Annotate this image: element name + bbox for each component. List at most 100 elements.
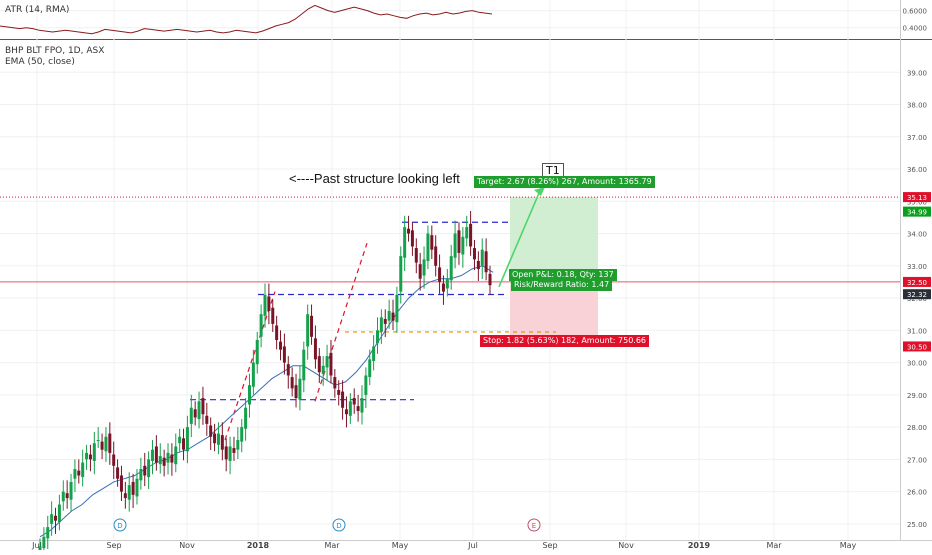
candle-body (104, 436, 108, 452)
candle-body (364, 375, 368, 395)
time-label: 2019 (688, 541, 711, 550)
price-tag (903, 341, 931, 352)
price-tag (903, 276, 931, 287)
candle-body (143, 465, 147, 476)
candle-body (472, 248, 476, 260)
candle-body (376, 330, 379, 344)
candle-body (259, 314, 263, 337)
candle-body (403, 227, 407, 258)
candle-body (434, 246, 438, 266)
candle-body (469, 223, 473, 247)
candle-body (151, 449, 154, 461)
candle-body (112, 454, 116, 466)
symbol-title: BHP BLT FPO, 1D, ASX (5, 46, 105, 56)
candle-body (119, 475, 123, 492)
candle-body (174, 446, 178, 465)
candle-body (127, 485, 131, 500)
candle-body (465, 227, 469, 239)
candle-body (154, 446, 158, 463)
price-tick-label: 31.00 (907, 327, 927, 335)
candle-body (158, 456, 162, 465)
atr-line (0, 4, 493, 35)
price-tag (903, 192, 931, 203)
trendline-1 (224, 291, 276, 441)
candle-body (271, 307, 275, 324)
candle-body (220, 435, 224, 450)
candle-body (244, 407, 248, 429)
candle-body (170, 454, 174, 463)
candle-body (306, 314, 310, 347)
candle-body (123, 493, 127, 499)
price-tick-label: 37.00 (907, 134, 927, 142)
candle-body (395, 294, 399, 323)
candle-body (275, 325, 279, 340)
time-label: Mar (766, 541, 782, 550)
candle-body (282, 346, 286, 363)
atr-tick-label: 0.6000 (903, 8, 928, 16)
atr-tick-label: 0.4000 (903, 25, 928, 33)
candle-body (286, 364, 290, 376)
time-label: Mar (324, 541, 340, 550)
event-marker-text: E (532, 522, 536, 530)
event-marker-text: D (336, 522, 341, 530)
candle-body (189, 407, 193, 424)
candle-body (209, 425, 213, 437)
candle-body (96, 440, 100, 441)
candle-body (337, 390, 341, 395)
candle-body (236, 440, 240, 450)
candle-body (205, 415, 209, 424)
event-marker[interactable] (332, 518, 346, 532)
candle-body (38, 546, 42, 555)
candle-body (407, 228, 411, 234)
candle-body (247, 385, 251, 405)
candle-body (461, 236, 465, 255)
projection-arrow-head (534, 187, 545, 196)
price-tag-text: 35.13 (907, 194, 927, 202)
candle-body (356, 406, 360, 411)
candle-body (453, 233, 457, 258)
t1-label: T1 (542, 163, 564, 178)
candle-body (480, 249, 484, 266)
event-marker[interactable] (527, 518, 541, 532)
candle-body (426, 233, 430, 261)
candle-body (182, 438, 186, 450)
projection-arrow (498, 188, 542, 288)
candle-body (50, 514, 54, 524)
candle-body (92, 443, 96, 461)
candle-body (279, 341, 283, 350)
candle-body (457, 230, 461, 253)
price-tick-label: 27.00 (907, 456, 927, 464)
candle-body (438, 267, 442, 282)
price-tick-label: 36.00 (907, 166, 927, 174)
candle-body (139, 469, 143, 481)
price-tag (903, 206, 931, 217)
rr-tag: Risk/Reward Ratio: 1.47 (511, 279, 613, 291)
time-label: Sep (106, 541, 121, 550)
candle-body (352, 398, 356, 405)
candle-body (383, 319, 387, 324)
candle-body (449, 256, 453, 281)
candle-body (185, 427, 189, 452)
candle-body (147, 459, 151, 478)
event-marker[interactable] (113, 518, 127, 532)
price-tick-label: 34.00 (907, 231, 927, 239)
note-text: <----Past structure looking left (289, 171, 460, 186)
candle-body (445, 278, 449, 289)
candle-body (399, 256, 403, 292)
candle-body (240, 427, 244, 442)
ema-line (39, 265, 494, 538)
candle-body (391, 312, 395, 321)
candle-body (85, 452, 89, 460)
time-label: May (840, 541, 857, 550)
candle-body (410, 230, 414, 247)
candle-body (197, 401, 201, 420)
candle-body (61, 491, 65, 502)
time-label: Jul (467, 541, 478, 550)
price-tick-label: 38.00 (907, 102, 927, 110)
ema-label: EMA (50, close) (5, 57, 75, 67)
candle-body (54, 515, 58, 521)
price-tag (903, 289, 931, 300)
